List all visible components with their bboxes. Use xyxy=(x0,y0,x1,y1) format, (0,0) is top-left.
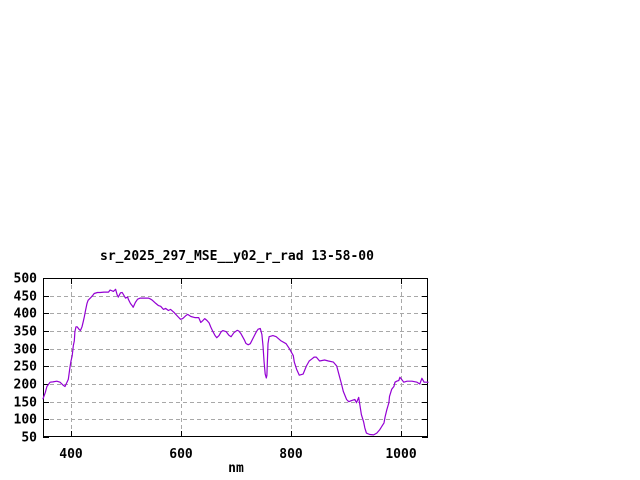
plot-border xyxy=(43,278,428,437)
y-tick-label: 500 xyxy=(14,272,38,287)
x-axis-label: nm xyxy=(228,461,244,476)
x-tick-label: 800 xyxy=(279,447,303,462)
x-tick-label: 600 xyxy=(169,447,193,462)
y-tick-label: 50 xyxy=(21,431,37,446)
y-tick-label: 400 xyxy=(14,307,38,322)
y-tick-label: 450 xyxy=(14,290,38,305)
y-tick-label: 250 xyxy=(14,360,38,375)
x-tick-label: 1000 xyxy=(385,447,416,462)
y-tick-label: 150 xyxy=(14,396,38,411)
y-tick-label: 100 xyxy=(14,413,38,428)
y-tick-label: 200 xyxy=(14,378,38,393)
y-tick-label: 300 xyxy=(14,343,38,358)
chart-title: sr_2025_297_MSE__y02_r_rad 13-58-00 xyxy=(100,249,374,264)
x-tick-label: 400 xyxy=(59,447,83,462)
y-tick-label: 350 xyxy=(14,325,38,340)
data-line-sr_2025_297_MSE__y02_r_rad xyxy=(42,288,429,436)
